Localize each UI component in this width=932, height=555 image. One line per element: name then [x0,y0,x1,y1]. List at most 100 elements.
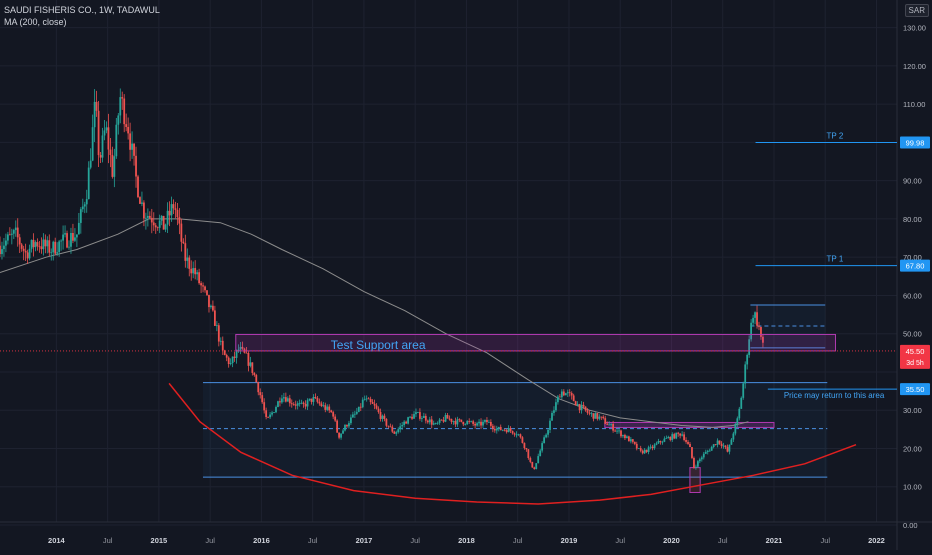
candle [535,463,538,470]
candle-body [444,414,447,422]
currency-badge[interactable]: SAR [904,4,929,17]
candle-body [269,414,271,418]
candle [503,428,506,432]
candle-body [657,441,660,444]
candle [56,242,59,256]
candle [351,411,354,418]
candle [691,446,693,460]
candle [180,218,183,252]
candle-body [200,283,202,286]
candle-body [190,268,193,274]
candle [517,433,520,436]
candle-body [413,414,415,419]
candle [50,248,53,261]
candle-body [351,414,354,418]
candle-body [353,413,356,415]
tp1-price-tag: 67.80 [900,259,930,272]
candle-body [115,124,118,157]
candle [200,281,202,294]
candle [14,220,17,237]
candle-body [105,127,108,131]
candle-body [417,412,419,413]
candle [590,411,593,417]
candle [566,389,569,398]
candle [700,455,703,462]
candle-body [762,336,764,343]
candle [750,319,753,342]
candle [369,396,372,405]
candle-body [551,412,553,421]
candle [600,416,603,421]
candle [172,199,175,215]
candle [286,396,289,402]
candle-body [50,252,53,254]
candle [127,117,130,140]
candle-body [284,397,287,402]
candle-body [460,419,463,422]
candle [263,398,266,414]
candle-body [233,356,236,358]
candle-body [194,268,197,275]
candle [610,423,613,427]
candle [631,438,634,444]
candle-body [87,167,90,200]
chart-header: SAUDI FISHERIS CO., 1W, TADAWUL MA (200,… [4,4,160,28]
ma-200-line [0,218,749,428]
candle-body [663,438,666,442]
test-support-box [235,333,836,352]
candle [215,321,218,332]
candle [312,394,315,406]
candle [8,227,11,236]
candle-body [462,421,465,425]
indicator-label[interactable]: MA (200, close) [4,17,67,27]
candle-body [221,340,224,351]
candle [387,425,390,429]
symbol-title[interactable]: SAUDI FISHERIS CO., 1W, TADAWUL [4,5,160,15]
candle-body [704,451,707,454]
candle-body [624,435,626,439]
candle-body [111,154,114,177]
candle [239,341,242,355]
candle [456,416,459,427]
candle [675,432,678,440]
candle [555,398,557,413]
candle [486,417,488,425]
candle-body [336,420,339,433]
candle-body [537,456,540,464]
candle-body [241,346,244,349]
candle [310,398,313,405]
candle-body [649,446,652,448]
candle [166,202,169,234]
candle-body [596,413,599,419]
candle [361,397,364,409]
candle [176,202,179,226]
candle [164,223,167,233]
candle-body [375,405,378,409]
candle [501,429,504,432]
candle-body [531,461,534,468]
candle [572,393,575,402]
candle [624,433,626,441]
candle [10,228,13,245]
candle [144,212,147,230]
candle [497,426,500,432]
candle-body [109,149,112,155]
candle [574,400,577,406]
y-tick-label: 120.00 [903,62,926,71]
candle [377,406,380,414]
candle-body [389,426,392,428]
candle [184,234,187,268]
candle-body [348,423,350,427]
candle-body [75,234,78,238]
candle [740,396,743,409]
candle [348,420,350,429]
candle [659,440,662,445]
candle-body [141,202,143,204]
candle-body [227,357,230,364]
candle-body [734,423,737,434]
candle [275,405,277,414]
candle [154,222,157,234]
candle [683,431,685,442]
